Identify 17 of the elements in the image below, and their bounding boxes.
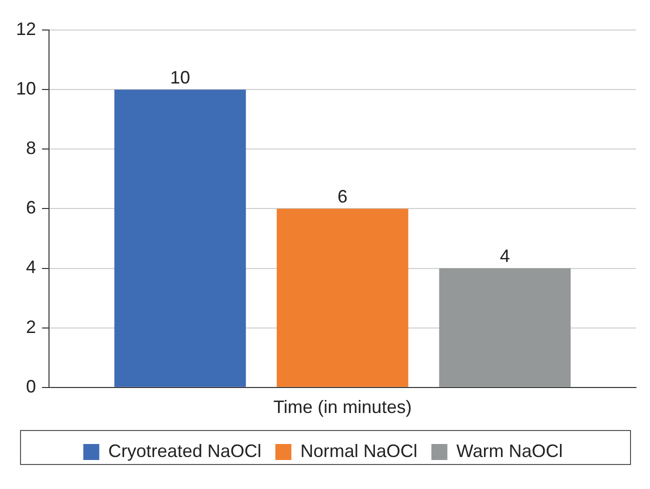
y-tick-label: 12 [16, 18, 36, 39]
y-tick-label: 2 [26, 316, 36, 337]
y-tick-label: 8 [26, 138, 36, 158]
x-tick-label: Time (in minutes) [273, 397, 412, 418]
bar [276, 208, 408, 387]
legend-label: Cryotreated NaOCl [108, 440, 262, 461]
y-tick-label: 6 [26, 198, 36, 218]
y-tick-label: 10 [16, 78, 36, 99]
y-tick-label: 0 [26, 376, 36, 396]
legend-label: Normal NaOCl [300, 440, 418, 461]
bar [439, 268, 571, 387]
legend-label: Warm NaOCl [456, 440, 563, 461]
y-tick-label: 4 [26, 257, 36, 278]
data-label: 6 [338, 186, 348, 207]
data-label: 4 [500, 246, 510, 266]
bar [114, 90, 246, 387]
data-label: 10 [170, 68, 190, 88]
